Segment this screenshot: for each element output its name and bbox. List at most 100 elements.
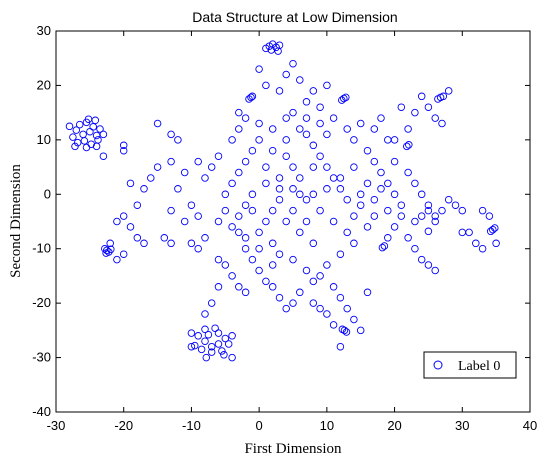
data-point (228, 179, 236, 188)
data-point (356, 201, 365, 209)
data-point (302, 98, 311, 106)
data-point (268, 283, 277, 291)
data-point (262, 163, 270, 171)
data-point (160, 234, 169, 242)
data-point (235, 125, 243, 133)
data-point (126, 179, 135, 188)
data-point (404, 168, 412, 177)
data-point (309, 190, 318, 199)
data-point (309, 141, 318, 150)
data-point (350, 136, 358, 144)
data-point (194, 157, 202, 166)
data-point (377, 168, 385, 177)
data-point (228, 223, 236, 231)
data-point (309, 299, 318, 307)
data-point (180, 168, 189, 177)
data-point (289, 185, 297, 193)
data-point (431, 114, 439, 122)
data-point (363, 179, 372, 188)
data-point (275, 87, 284, 95)
x-axis-label: First Dimension (244, 441, 342, 457)
data-point (343, 195, 351, 204)
data-point (82, 143, 91, 152)
data-point (340, 94, 348, 103)
data-point (478, 206, 487, 215)
data-point (424, 201, 433, 209)
data-point (133, 234, 142, 242)
data-point (255, 136, 263, 144)
data-point (268, 261, 277, 269)
data-point (444, 87, 453, 95)
data-point (323, 163, 331, 171)
data-point (363, 288, 372, 297)
data-point (343, 228, 351, 237)
y-axis-label: Second Dimension (8, 164, 24, 278)
data-point (255, 65, 263, 73)
data-point (167, 206, 175, 215)
data-point (342, 328, 351, 336)
data-point (167, 130, 175, 139)
legend-box (423, 351, 517, 379)
data-point (106, 239, 114, 248)
data-point (478, 244, 487, 253)
data-point (424, 261, 433, 269)
data-point (329, 283, 338, 291)
data-point (211, 324, 219, 332)
data-point (336, 250, 345, 258)
data-point (370, 157, 379, 166)
data-point (262, 179, 270, 188)
data-point (380, 242, 389, 250)
x-tick-label: -30 (47, 418, 66, 433)
data-point (377, 185, 385, 193)
data-point (417, 190, 426, 199)
data-point (323, 185, 331, 193)
data-point (221, 206, 230, 215)
data-point (214, 152, 223, 160)
data-point (282, 304, 290, 313)
data-point (153, 119, 162, 128)
data-point (323, 261, 331, 269)
data-point (119, 146, 128, 155)
data-point (472, 239, 480, 248)
data-point (255, 228, 263, 237)
data-point (282, 136, 290, 144)
data-point (458, 206, 467, 215)
data-point (444, 195, 453, 204)
data-point (73, 138, 82, 147)
data-point (214, 283, 223, 291)
data-point (140, 185, 148, 193)
data-point (119, 250, 128, 258)
data-point (214, 255, 223, 264)
data-point (187, 342, 196, 351)
data-point (194, 332, 202, 340)
data-point (356, 119, 365, 128)
data-point (316, 152, 324, 160)
data-point (404, 234, 412, 242)
data-point (350, 239, 358, 248)
data-point (275, 293, 284, 302)
data-point (282, 152, 290, 160)
data-point (302, 130, 311, 139)
data-point (329, 114, 338, 122)
data-point (336, 174, 345, 182)
data-point (296, 190, 304, 199)
data-point (167, 157, 175, 166)
data-point (65, 122, 74, 131)
data-point (431, 266, 439, 275)
data-point (397, 103, 406, 111)
data-point (140, 239, 148, 248)
data-point (262, 44, 270, 53)
data-point (323, 310, 331, 318)
data-point (302, 114, 311, 122)
data-point (417, 92, 426, 101)
data-point (207, 163, 216, 171)
data-point (296, 228, 304, 237)
data-point (92, 142, 101, 151)
data-point (411, 217, 419, 226)
data-point (343, 304, 351, 313)
data-point (201, 325, 209, 334)
data-point (438, 206, 446, 215)
data-point (316, 206, 324, 215)
data-point (356, 190, 365, 199)
